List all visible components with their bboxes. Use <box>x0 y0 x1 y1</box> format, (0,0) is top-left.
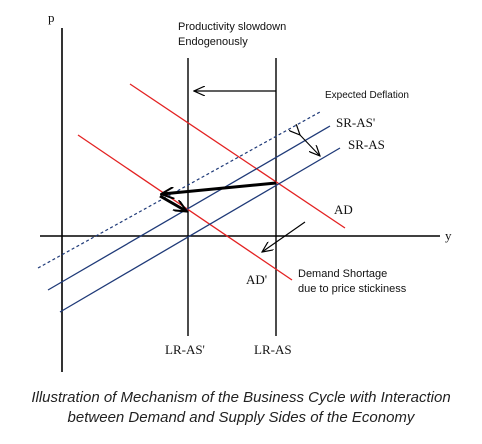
expected-deflation-label: Expected Deflation <box>325 90 409 101</box>
x-axis-label: y <box>445 228 452 243</box>
demand-shortage-label-line2: due to price stickiness <box>298 283 407 295</box>
productivity-label-line2: Endogenously <box>178 36 248 48</box>
demand-shift-arrow <box>262 221 306 252</box>
demand-shortage-label-line1: Demand Shortage <box>298 268 387 280</box>
sr-as-prime-label: SR-AS' <box>336 115 375 130</box>
ad-label: AD <box>334 202 353 217</box>
caption-line-2: between Demand and Supply Sides of the E… <box>67 409 415 426</box>
lr-as-label: LR-AS <box>254 342 292 357</box>
equilibrium-move-arrow <box>162 181 277 194</box>
ad-prime-label: AD' <box>246 272 267 287</box>
ad-curve <box>129 83 346 229</box>
sr-as-shift-arrow <box>300 135 320 156</box>
expected-deflation-curve <box>37 111 321 269</box>
sr-as-label: SR-AS <box>348 137 385 152</box>
sr-as-curve <box>59 147 341 313</box>
productivity-label-line1: Productivity slowdown <box>178 21 286 33</box>
sr-as-prime-curve <box>47 125 331 291</box>
y-axis-label: p <box>48 10 55 25</box>
ad-prime-curve <box>77 134 293 281</box>
lr-as-prime-label: LR-AS' <box>165 342 205 357</box>
adjustment-arrow <box>159 194 186 211</box>
caption-line-1: Illustration of Mechanism of the Busines… <box>31 389 451 406</box>
